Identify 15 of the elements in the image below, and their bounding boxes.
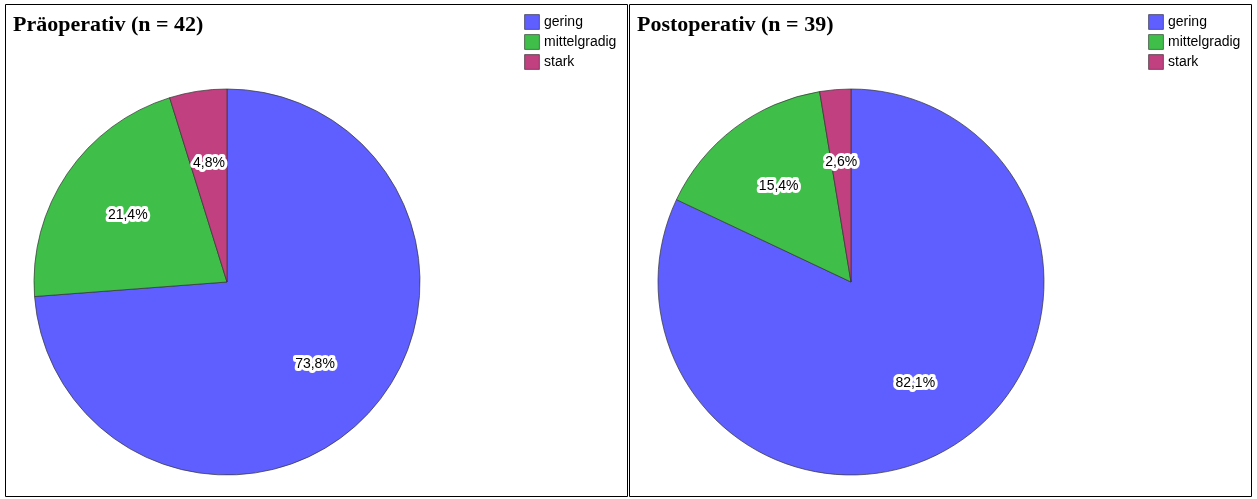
legend-label: mittelgradig — [544, 33, 617, 49]
legend-label: mittelgradig — [1168, 33, 1241, 49]
pie-slice — [657, 88, 1045, 476]
data-label: 82,1% — [895, 374, 936, 391]
chart-title: Präoperativ (n = 42) — [13, 11, 204, 36]
data-label: 4,8% — [193, 154, 225, 171]
legend-label: stark — [1168, 53, 1200, 69]
legend-label: gering — [544, 13, 583, 29]
chart-title: Postoperativ (n = 39) — [637, 11, 834, 36]
data-label: 15,4% — [758, 177, 799, 194]
legend-label: stark — [544, 53, 576, 69]
legend-label: gering — [1168, 13, 1207, 29]
data-label: 21,4% — [107, 205, 148, 222]
pie-slice — [34, 88, 421, 476]
data-label: 73,8% — [295, 354, 335, 371]
